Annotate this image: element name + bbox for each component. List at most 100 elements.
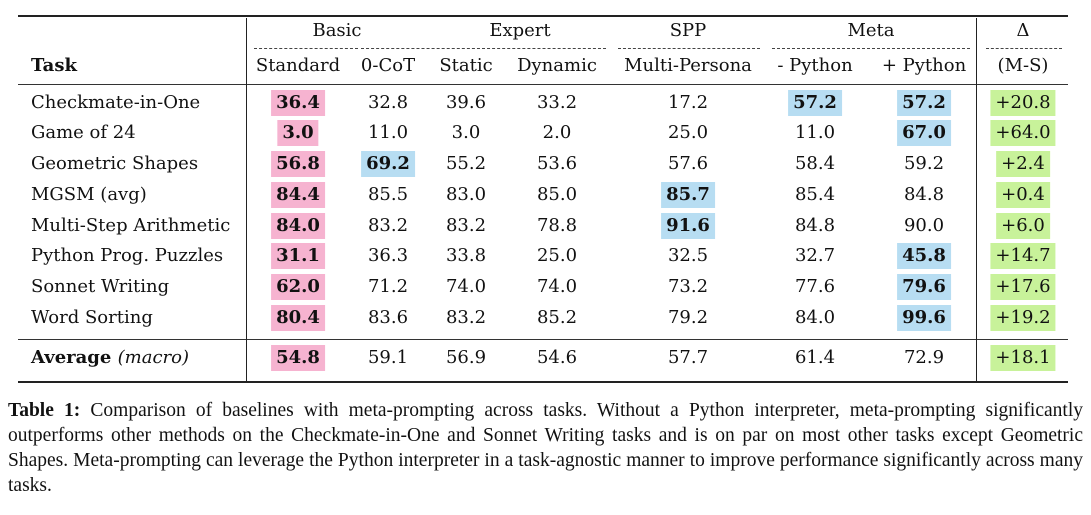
cell-value: 67.0: [897, 120, 951, 146]
table-cell: 2.0: [543, 120, 572, 146]
table-cell: 85.4: [795, 182, 835, 208]
group-header: SPP: [669, 20, 707, 41]
cell-value: +17.6: [990, 274, 1056, 300]
task-name: Game of 24: [31, 122, 136, 143]
average-cell: +18.1: [990, 345, 1056, 371]
table-cell: 25.0: [537, 243, 577, 269]
table-cell: 84.8: [795, 213, 835, 239]
cell-value: +2.4: [996, 151, 1050, 177]
table-cell: 57.6: [668, 151, 708, 177]
cell-value: 85.4: [794, 184, 836, 205]
cell-value: 3.0: [451, 122, 481, 143]
cell-value: 11.0: [367, 122, 409, 143]
column-header: 0-CoT: [360, 55, 416, 76]
column-header: Multi-Persona: [624, 55, 752, 76]
cell-value: 78.8: [536, 215, 578, 236]
cell-value: 80.4: [271, 305, 325, 331]
table-cell: 33.2: [537, 90, 577, 116]
cell-value: +6.0: [996, 213, 1050, 239]
group-header: Δ: [1016, 20, 1030, 41]
column-separator: [976, 84, 977, 339]
cell-value: 83.2: [445, 307, 487, 328]
table-cell: +2.4: [996, 151, 1050, 177]
cell-value: 57.6: [667, 153, 709, 174]
cell-value: 2.0: [542, 122, 572, 143]
table-cell: 55.2: [446, 151, 486, 177]
task-header: Task: [31, 55, 77, 76]
group-underline: [772, 48, 970, 49]
cell-value: 58.4: [794, 153, 836, 174]
cell-value: 77.6: [794, 276, 836, 297]
table-cell: 33.8: [446, 243, 486, 269]
cell-value: 79.6: [897, 274, 951, 300]
table-cell: 79.2: [668, 305, 708, 331]
table-cell: 84.8: [904, 182, 944, 208]
table-cell: 56.8: [271, 151, 325, 177]
average-cell: 61.4: [795, 345, 835, 371]
table-cell: 99.6: [897, 305, 951, 331]
cell-value: 57.2: [897, 90, 951, 116]
group-header: Meta: [847, 20, 895, 41]
average-cell: 54.8: [271, 345, 325, 371]
cell-value: 62.0: [271, 274, 325, 300]
task-name: Word Sorting: [31, 307, 153, 328]
group-underline: [361, 48, 606, 49]
task-name: Sonnet Writing: [31, 276, 170, 297]
cell-value: 55.2: [445, 153, 487, 174]
cell-value: 54.6: [536, 347, 578, 368]
cell-value: 17.2: [667, 92, 709, 113]
column-header: Dynamic: [517, 55, 597, 76]
cell-value: 32.5: [667, 245, 709, 266]
table-cell: 83.6: [368, 305, 408, 331]
table-cell: 58.4: [795, 151, 835, 177]
cell-value: 53.6: [536, 153, 578, 174]
cell-value: 39.6: [445, 92, 487, 113]
cell-value: +20.8: [990, 90, 1056, 116]
table-cell: 36.3: [368, 243, 408, 269]
table-cell: 62.0: [271, 274, 325, 300]
table-cell: 3.0: [452, 120, 481, 146]
average-cell: 54.6: [537, 345, 577, 371]
table-cell: +14.7: [990, 243, 1056, 269]
average-cell: 59.1: [368, 345, 408, 371]
cell-value: 32.7: [794, 245, 836, 266]
table-cell: 80.4: [271, 305, 325, 331]
cell-value: 54.8: [271, 345, 325, 371]
table-cell: 11.0: [368, 120, 408, 146]
cell-value: 56.8: [271, 151, 325, 177]
table-cell: 25.0: [668, 120, 708, 146]
table-cell: 84.0: [795, 305, 835, 331]
cell-value: 83.2: [445, 215, 487, 236]
column-separator: [246, 339, 247, 381]
table-cell: 31.1: [271, 243, 325, 269]
table-cell: 83.2: [446, 213, 486, 239]
task-name: MGSM (avg): [31, 184, 147, 205]
table-cell: 83.0: [446, 182, 486, 208]
table-cell: 36.4: [271, 90, 325, 116]
group-underline: [986, 48, 1062, 49]
table-cell: 71.2: [368, 274, 408, 300]
column-separator: [246, 84, 247, 339]
table-cell: 90.0: [904, 213, 944, 239]
task-name: Checkmate-in-One: [31, 92, 201, 113]
column-header: (M-S): [997, 55, 1049, 76]
table-cell: 85.0: [537, 182, 577, 208]
table-cell: 53.6: [537, 151, 577, 177]
cell-value: 83.0: [445, 184, 487, 205]
cell-value: 85.2: [536, 307, 578, 328]
cell-value: 57.7: [667, 347, 709, 368]
cell-value: 59.2: [903, 153, 945, 174]
group-underline: [254, 48, 358, 49]
column-separator: [976, 18, 977, 84]
cell-value: 72.9: [903, 347, 945, 368]
column-separator: [976, 339, 977, 381]
cell-value: 90.0: [903, 215, 945, 236]
cell-value: +18.1: [990, 345, 1056, 371]
cell-value: 36.3: [367, 245, 409, 266]
table-cell: 59.2: [904, 151, 944, 177]
body-rule: [18, 339, 1068, 340]
bottom-rule: [18, 381, 1068, 383]
table-cell: 91.6: [661, 213, 715, 239]
average-cell: 57.7: [668, 345, 708, 371]
group-header: Basic: [312, 20, 362, 41]
